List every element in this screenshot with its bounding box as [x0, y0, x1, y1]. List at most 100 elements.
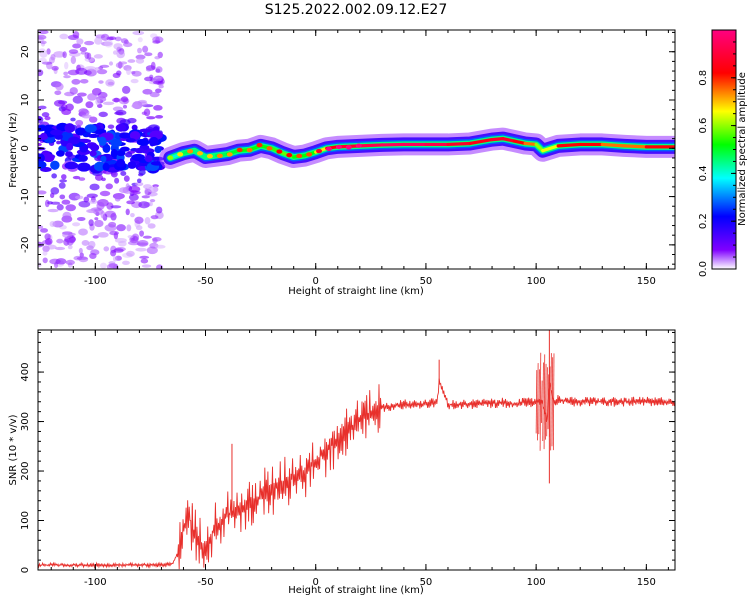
- noise-speck: [41, 61, 53, 65]
- snr-ticks: -100 -50 0 50 100 150 0 100 200 300 400: [20, 330, 675, 588]
- noise-band-blob: [131, 153, 146, 162]
- noise-speck: [38, 105, 47, 110]
- noise-speck: [107, 81, 115, 86]
- noise-band-blob: [93, 161, 106, 172]
- noise-speck: [59, 179, 68, 183]
- noise-band-blob: [110, 148, 118, 158]
- snr-plot-area: [38, 330, 675, 570]
- noise-speck: [144, 76, 154, 82]
- noise-speck: [127, 59, 136, 63]
- noise-speck: [84, 66, 97, 71]
- noise-band-blob: [65, 151, 73, 158]
- x-tick-label: 0: [313, 276, 319, 287]
- noise-speck: [40, 228, 49, 233]
- ridge-blob: [226, 152, 233, 157]
- noise-speck: [38, 34, 47, 40]
- noise-speck: [88, 219, 94, 227]
- noise-speck: [55, 82, 64, 91]
- noise-speck: [120, 96, 129, 103]
- noise-speck: [139, 230, 144, 237]
- noise-speck: [104, 39, 114, 48]
- noise-speck: [42, 257, 48, 264]
- noise-speck: [47, 208, 59, 213]
- noise-speck: [152, 237, 158, 244]
- noise-speck: [153, 185, 159, 192]
- noise-speck: [38, 225, 44, 229]
- ridge-blob: [296, 153, 303, 159]
- noise-band-blob: [38, 160, 47, 169]
- x-tick-label: -50: [197, 577, 213, 588]
- noise-speck: [75, 119, 84, 127]
- noise-speck: [95, 174, 104, 181]
- colorbar-tick-label: 0.4: [698, 165, 709, 181]
- noise-speck: [109, 230, 119, 236]
- noise-speck: [114, 177, 120, 184]
- noise-speck: [152, 80, 164, 85]
- noise-speck: [85, 101, 94, 109]
- noise-band-blob: [144, 155, 153, 163]
- noise-speck: [127, 240, 140, 246]
- x-tick-label: 0: [313, 577, 319, 588]
- noise-speck: [108, 36, 117, 41]
- noise-speck: [61, 199, 71, 205]
- noise-band-blob: [127, 161, 137, 169]
- noise-speck: [63, 75, 71, 79]
- y-tick-label: -10: [20, 188, 31, 204]
- noise-band-blob: [38, 153, 45, 163]
- ridge-blob: [246, 147, 253, 153]
- ridge-blob: [266, 146, 273, 151]
- noise-speck: [138, 173, 144, 177]
- noise-speck: [50, 192, 55, 198]
- noise-speck: [126, 250, 135, 257]
- noise-speck: [78, 200, 91, 208]
- noise-speck: [84, 40, 95, 46]
- noise-speck: [150, 61, 156, 70]
- x-tick-label: 150: [637, 276, 656, 287]
- noise-speck: [41, 112, 50, 118]
- noise-speck: [72, 95, 83, 104]
- colorbar: 0.0 0.2 0.4 0.6 0.8 Normalized spectral ampl…: [698, 29, 748, 277]
- noise-speck: [65, 103, 74, 111]
- ridge-core-segment: [622, 144, 648, 149]
- noise-speck: [113, 43, 123, 50]
- noise-speck: [122, 104, 128, 109]
- noise-band-blob: [87, 133, 100, 138]
- noise-speck: [56, 140, 61, 145]
- noise-speck: [125, 151, 133, 158]
- noise-speck: [147, 223, 156, 229]
- noise-speck: [131, 71, 136, 75]
- ridge-blob: [236, 147, 243, 153]
- noise-speck: [115, 62, 124, 69]
- noise-speck: [56, 204, 64, 211]
- noise-speck: [126, 200, 135, 205]
- noise-speck: [66, 238, 74, 246]
- noise-band-blob: [125, 138, 136, 143]
- noise-speck: [114, 196, 121, 202]
- ridge-core-segment: [512, 139, 527, 146]
- noise-speck: [154, 55, 161, 60]
- noise-speck: [67, 244, 73, 250]
- noise-band-blob: [102, 143, 111, 153]
- noise-speck: [94, 219, 104, 228]
- noise-speck: [158, 84, 164, 89]
- noise-speck: [110, 205, 122, 209]
- noise-speck: [127, 235, 134, 239]
- noise-speck: [140, 258, 149, 264]
- noise-speck: [77, 92, 87, 97]
- noise-speck: [53, 99, 66, 107]
- y-tick-label: -20: [20, 237, 31, 253]
- colorbar-label: Normalized spectral amplitude: [737, 72, 748, 226]
- noise-speck: [98, 80, 104, 84]
- noise-speck: [132, 30, 145, 36]
- figure-title: S125.2022.002.09.12.E27: [265, 2, 448, 18]
- noise-speck: [104, 224, 117, 232]
- noise-speck: [113, 248, 124, 253]
- ridge-blob: [325, 146, 332, 152]
- noise-speck: [50, 201, 61, 205]
- colorbar-tick-label: 0.8: [698, 70, 709, 86]
- noise-speck: [126, 68, 132, 75]
- noise-speck: [141, 195, 150, 199]
- ridge-core-segment: [490, 137, 505, 142]
